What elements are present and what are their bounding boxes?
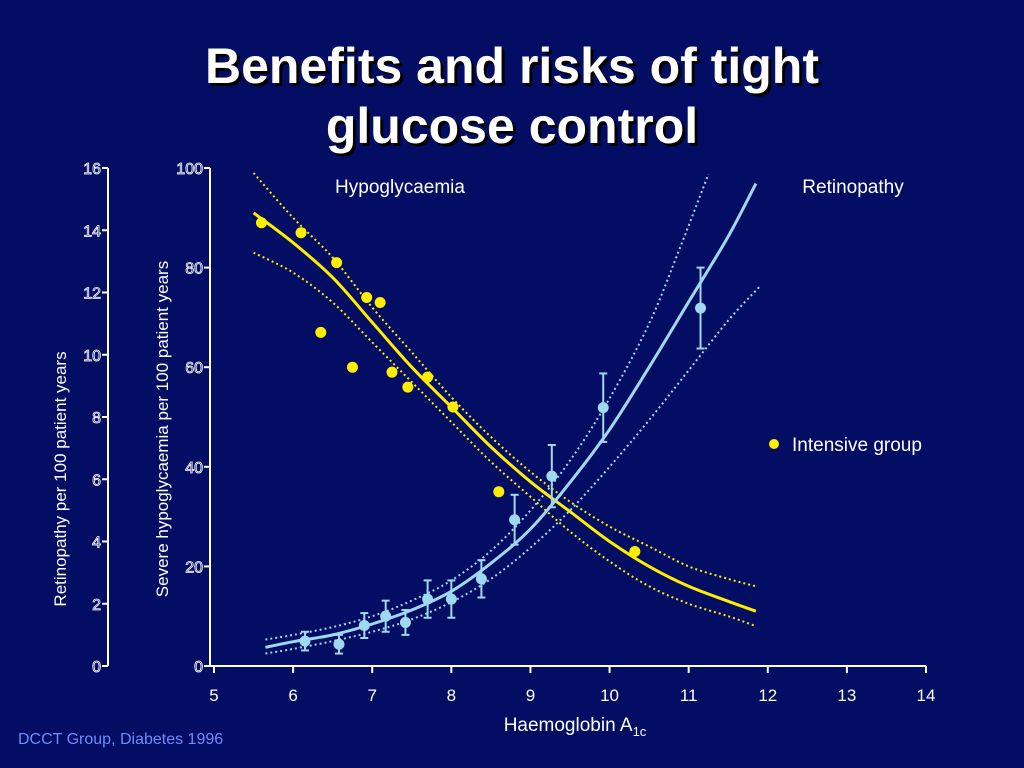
- y-axis-label-right: Severe hypoglycaemia per 100 patient yea…: [153, 261, 172, 597]
- slide-title-line-1: Benefits and risks of tight: [205, 38, 819, 94]
- retino-data-point: [422, 593, 434, 605]
- retino-data-point: [597, 402, 609, 414]
- y-tick-left-label: 2: [92, 597, 101, 614]
- slide-title: Benefits and risks of tight glucose cont…: [0, 36, 1024, 156]
- chart-labels: Hypoglycaemia Retinopathy Intensive grou…: [51, 177, 922, 739]
- x-axis-label: Haemoglobin A1c: [504, 715, 647, 739]
- y-tick-left-label: 0: [92, 659, 101, 676]
- x-tick-label: 6: [288, 686, 297, 705]
- hypo-data-point: [386, 366, 398, 378]
- legend-label: Intensive group: [792, 435, 922, 456]
- y-tick-left-label: 4: [92, 535, 101, 552]
- hypo-data-point: [402, 381, 414, 393]
- hypo-data-point: [295, 227, 307, 239]
- y-tick-left-label: 10: [83, 348, 101, 365]
- slide-title-line-2: glucose control: [325, 98, 699, 154]
- fitted-curves: [252, 182, 758, 649]
- curve-label-hypoglycaemia: Hypoglycaemia: [335, 177, 465, 198]
- chart-axes: 0 2 4 6 8 10 12 14 16 0 20 40 60 80 100 5 6 7 8 9 10 11 12 13 14: [83, 161, 936, 705]
- x-tick-label: 11: [680, 686, 698, 705]
- y-tick-left-label: 8: [92, 410, 101, 427]
- x-tick-label: 14: [917, 686, 936, 705]
- retino-data-point: [358, 620, 370, 632]
- hypo-data-point: [629, 545, 641, 557]
- y-tick-left-label: 6: [92, 472, 101, 489]
- hypo-ci-lower: [253, 251, 757, 628]
- x-tick-label: 10: [600, 686, 619, 705]
- retino-data-point: [509, 514, 521, 526]
- source-citation: DCCT Group, Diabetes 1996: [18, 731, 224, 748]
- curve-label-retinopathy: Retinopathy: [802, 177, 904, 198]
- retino-data-point: [695, 302, 707, 314]
- retino-fit-line: [265, 182, 758, 649]
- hypo-data-point: [447, 401, 459, 413]
- data-points: [255, 217, 707, 655]
- hypo-data-point: [346, 361, 358, 373]
- y-tick-right-label: 0: [194, 659, 203, 676]
- x-axis-label-main: Haemoglobin A: [504, 715, 633, 736]
- retino-ci-lower: [265, 285, 761, 655]
- x-tick-label: 8: [447, 686, 456, 705]
- x-axis-label-subscript: 1c: [633, 724, 647, 739]
- retino-data-point: [380, 610, 392, 622]
- retino-data-point: [475, 573, 487, 585]
- retino-data-point: [445, 593, 457, 605]
- y-tick-right-label: 40: [185, 460, 203, 477]
- retino-ci-upper: [265, 173, 710, 641]
- retino-data-point: [399, 616, 411, 628]
- hypo-data-point: [255, 217, 267, 229]
- y-axis-label-left: Retinopathy per 100 patient years: [51, 351, 70, 606]
- hypo-data-point: [493, 486, 505, 498]
- hypo-data-point: [331, 257, 343, 269]
- x-tick-label: 13: [837, 686, 856, 705]
- hypo-data-point: [315, 326, 327, 338]
- retino-data-point: [299, 635, 311, 647]
- y-tick-right-label: 100: [176, 161, 203, 178]
- x-tick-label: 12: [758, 686, 777, 705]
- confidence-intervals: [252, 172, 761, 655]
- y-tick-right-label: 60: [185, 360, 203, 377]
- hypo-fit-line: [252, 211, 757, 613]
- y-tick-left-label: 14: [83, 223, 101, 240]
- x-tick-label: 7: [367, 686, 376, 705]
- y-tick-left-label: 12: [83, 286, 101, 303]
- y-tick-left-label: 16: [83, 161, 101, 178]
- hypo-data-point: [374, 296, 386, 308]
- x-tick-label: 9: [526, 686, 535, 705]
- y-tick-right-label: 80: [185, 261, 203, 278]
- legend-marker: [769, 439, 779, 449]
- hypo-data-point: [361, 291, 373, 303]
- retino-data-point: [333, 638, 345, 650]
- x-tick-label: 5: [209, 686, 218, 705]
- hypo-data-point: [422, 371, 434, 383]
- retino-data-point: [546, 470, 558, 482]
- y-tick-right-label: 20: [185, 559, 203, 576]
